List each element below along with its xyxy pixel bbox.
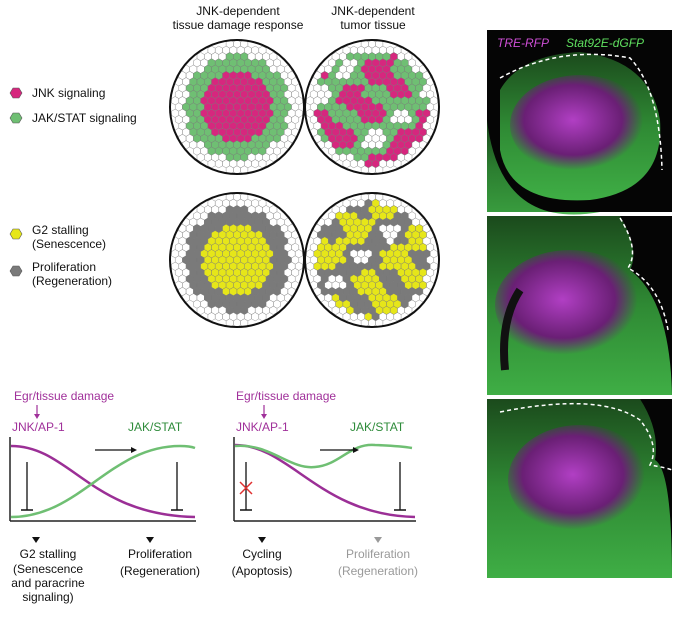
legend-label: Proliferation (32, 260, 96, 274)
legend-swatch (9, 112, 23, 124)
legend-swatch (9, 87, 23, 99)
arrowhead (131, 447, 137, 453)
outcome: G2 stalling (20, 547, 77, 561)
column-title: JNK-dependent (331, 4, 415, 18)
legend-swatch (9, 228, 23, 240)
outcome: signaling) (22, 590, 73, 604)
outcome: Proliferation (346, 547, 410, 561)
outline (619, 217, 669, 331)
hex-cell (386, 159, 394, 169)
jnk-curve (234, 443, 416, 519)
hex-cell (269, 152, 278, 162)
hex-cell (258, 159, 267, 169)
hex-cell (350, 159, 358, 169)
legend-label: G2 stalling (32, 223, 89, 237)
hex-cell (386, 312, 394, 322)
hex-cell (233, 165, 241, 175)
fold (500, 287, 524, 371)
outcome: Proliferation (128, 547, 192, 561)
tissue (487, 120, 600, 215)
outcome: and paracrine (11, 576, 85, 590)
hex-cell (404, 152, 413, 162)
trigger-label: Egr/tissue damage (236, 389, 336, 403)
hex-cell (269, 305, 278, 315)
legend: JNK signaling JAK/STAT signaling G2 stal… (9, 86, 137, 288)
column-titles: JNK-dependent tissue damage response JNK… (173, 4, 416, 32)
legend-label: (Senescence) (32, 237, 106, 251)
hex-cell (368, 165, 376, 175)
hex-cell (251, 159, 259, 169)
marker (258, 537, 266, 543)
hex-cell (207, 312, 216, 322)
hex-cell (342, 312, 351, 322)
arrowhead (353, 447, 359, 453)
hex-cell (258, 312, 267, 322)
hex-cell (342, 159, 351, 169)
hex-cell (393, 312, 402, 322)
rfp-signal (510, 75, 650, 175)
hex-cell (251, 312, 259, 322)
hex-cell (214, 159, 223, 169)
column-title: JNK-dependent (196, 4, 280, 18)
rfp-signal (495, 250, 645, 360)
jakstat-curve (234, 443, 413, 469)
hex-cell (404, 305, 413, 315)
legend-swatch (9, 265, 23, 277)
arrowhead (34, 414, 40, 419)
legend-label: JAK/STAT signaling (32, 111, 137, 125)
marker (32, 537, 40, 543)
tissue-outline (304, 39, 440, 175)
image-label: Stat92E-dGFP (566, 36, 644, 50)
outcome: (Regeneration) (338, 564, 418, 578)
hex-cell (393, 159, 402, 169)
pathway-label: JNK/AP-1 (236, 420, 289, 434)
hex-cell (368, 318, 376, 328)
micrographs: TRE-RFP Stat92E-dGFP (487, 30, 673, 578)
outline (499, 402, 673, 471)
jakstat-curve (10, 444, 196, 519)
hex-diagrams (169, 39, 440, 328)
hex-cell (350, 312, 358, 322)
outcome: (Senescence (13, 562, 83, 576)
outcome: (Apoptosis) (232, 564, 293, 578)
hex-cell (233, 318, 241, 328)
legend-label: JNK signaling (32, 86, 105, 100)
legend-label: (Regeneration) (32, 274, 112, 288)
column-title: tissue damage response (173, 18, 304, 32)
marker (146, 537, 154, 543)
marker (374, 537, 382, 543)
pathway-label: JAK/STAT (128, 420, 183, 434)
outcome: Cycling (242, 547, 281, 561)
outline (499, 53, 663, 171)
block-cross (239, 481, 253, 495)
jnk-curve (10, 444, 196, 519)
model-panel: Egr/tissue damage JNK/AP-1 JAK/STAT Cycl… (232, 389, 418, 578)
arrowhead (261, 414, 267, 419)
tissue-outline (304, 192, 440, 328)
hex-cell (214, 312, 223, 322)
image-label: TRE-RFP (497, 36, 549, 50)
hex-cell (207, 159, 216, 169)
column-title: tumor tissue (340, 18, 406, 32)
pathway-label: JNK/AP-1 (12, 420, 65, 434)
pathway-label: JAK/STAT (350, 420, 405, 434)
outcome: (Regeneration) (120, 564, 200, 578)
model-panel: Egr/tissue damage JNK/AP-1 JAK/STAT G2 s… (9, 389, 200, 604)
rfp-signal (508, 425, 652, 535)
trigger-label: Egr/tissue damage (14, 389, 114, 403)
